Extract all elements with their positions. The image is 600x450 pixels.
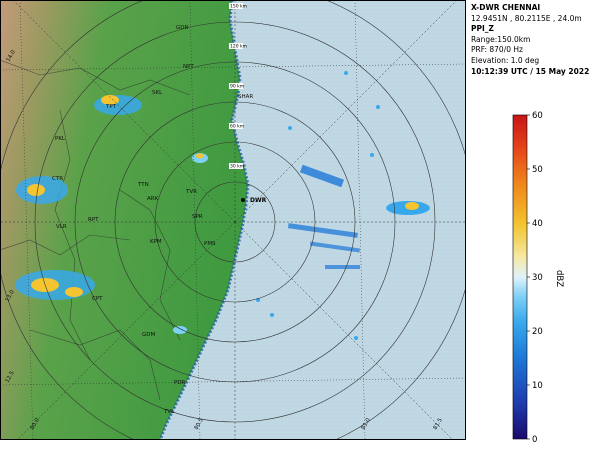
place-label: ARK bbox=[147, 196, 159, 202]
place-label: TVL bbox=[163, 409, 175, 415]
colorbar-tick-label: 40 bbox=[532, 219, 543, 229]
ring-label-120: 120 km bbox=[230, 44, 247, 50]
lon-label: 81.0 bbox=[361, 417, 373, 431]
place-label: CPT bbox=[92, 296, 103, 302]
station-name: X-DWR CHENNAI bbox=[471, 3, 541, 12]
lon-label: 81.5 bbox=[433, 417, 445, 431]
ring-label-90: 90 km bbox=[230, 84, 244, 90]
lat-label: 14.0 bbox=[6, 49, 18, 63]
map-frame bbox=[0, 0, 466, 440]
timestamp: 10:12:39 UTC / 15 May 2022 bbox=[471, 66, 590, 76]
place-label: GDR bbox=[176, 25, 188, 31]
colorbar-tick-label: 20 bbox=[532, 327, 543, 337]
place-label: TTN bbox=[137, 182, 149, 188]
prf-value: PRF: 870/0 Hz bbox=[471, 45, 523, 55]
ring-label-60: 60 km bbox=[230, 124, 244, 130]
place-label: TPT bbox=[105, 104, 117, 110]
ring-label-30: 30 km bbox=[230, 164, 244, 170]
place-label: KPM bbox=[150, 239, 162, 245]
radar-info-panel: X-DWR CHENNAI 12.9451N , 80.2115E , 24.0… bbox=[471, 3, 589, 77]
lat-label: 12.5 bbox=[5, 370, 17, 384]
colorbar-tick-label: 50 bbox=[532, 165, 543, 175]
station-location: 12.9451N , 80.2115E , 24.0m bbox=[471, 13, 582, 23]
colorbar-tick-label: 60 bbox=[532, 111, 543, 121]
coastal-echo-fringe bbox=[158, 0, 250, 440]
radar-map[interactable]: 150 km 120 km 90 km 60 km 30 km DWR GDR … bbox=[0, 0, 466, 440]
colorbar-tick-label: 30 bbox=[532, 273, 543, 283]
place-label: CTR bbox=[52, 176, 63, 182]
place-label: SHAR bbox=[238, 94, 253, 100]
place-labels: GDR NPT SKL TPT SHAR PKL CTR TTN ARK TVR… bbox=[52, 25, 253, 415]
place-label: PMS bbox=[204, 241, 216, 247]
colorbar-label: dBZ bbox=[554, 270, 564, 287]
ring-label-150: 150 km bbox=[230, 4, 247, 10]
grid-coordinate-labels: 80.0 80.5 81.0 81.5 12.5 13.0 14.0 bbox=[5, 49, 445, 431]
lat-lon-grid bbox=[0, 0, 466, 440]
place-label: RPT bbox=[88, 217, 99, 223]
range-value: Range:150.0km bbox=[471, 34, 531, 44]
place-label: VLR bbox=[56, 224, 67, 230]
precip-echoes bbox=[15, 71, 430, 340]
range-ring-labels: 150 km 120 km 90 km 60 km 30 km bbox=[229, 3, 247, 170]
colorbar-tick-label: 0 bbox=[532, 435, 537, 445]
colorbar: 0 10 20 30 40 50 60 dBZ bbox=[512, 111, 564, 445]
place-label: SKL bbox=[152, 90, 163, 96]
radar-site-label: DWR bbox=[250, 197, 267, 204]
place-label: PKL bbox=[55, 136, 66, 142]
place-label: PDR bbox=[174, 380, 186, 386]
elevation-value: Elevation: 1.0 deg bbox=[471, 55, 540, 65]
lon-label: 80.0 bbox=[30, 417, 42, 431]
lat-label: 13.0 bbox=[5, 289, 17, 303]
place-label: TVR bbox=[185, 189, 197, 195]
place-label: NPT bbox=[183, 64, 194, 70]
colorbar-gradient bbox=[512, 114, 528, 440]
lon-label: 80.5 bbox=[194, 417, 206, 431]
colorbar-tick-label: 10 bbox=[532, 381, 543, 391]
colorbar-ticks: 0 10 20 30 40 50 60 bbox=[527, 111, 543, 445]
radar-site: DWR bbox=[241, 197, 267, 204]
radial-spokes bbox=[0, 0, 466, 440]
product-name: PPI_Z bbox=[471, 24, 494, 34]
place-label: GDM bbox=[142, 332, 155, 338]
place-label: SPR bbox=[192, 214, 203, 220]
